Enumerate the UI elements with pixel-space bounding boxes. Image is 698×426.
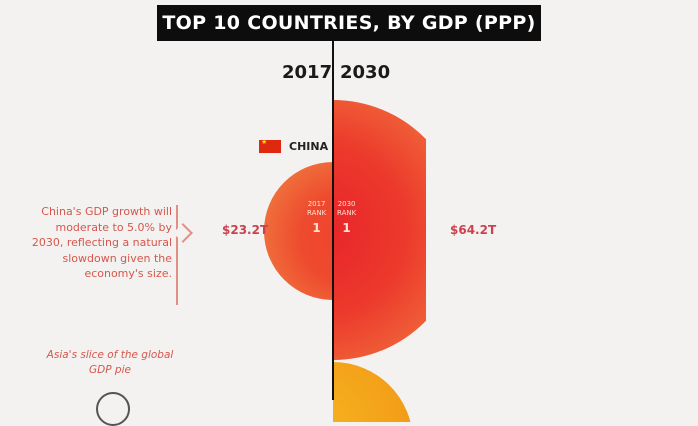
- year-2017-label: 2017: [282, 62, 333, 83]
- pie-icon: [96, 392, 130, 426]
- rank-2030-value: 1: [342, 221, 351, 235]
- gdp-2017-value: $23.2T: [222, 223, 269, 237]
- rank-2030: 2030 RANK 1: [337, 200, 357, 235]
- next-country-2030-half-circle: [333, 362, 413, 422]
- asia-caption: Asia's slice of the global GDP pie: [46, 349, 174, 376]
- rank-2017: 2017 RANK 1: [307, 200, 327, 235]
- china-flag-icon: [259, 138, 281, 153]
- chart-title-text: TOP 10 COUNTRIES, BY GDP (PPP): [162, 12, 536, 34]
- rank-2017-value: 1: [312, 221, 321, 235]
- china-2030-half-circle: [333, 100, 426, 360]
- chart-title: TOP 10 COUNTRIES, BY GDP (PPP): [157, 5, 541, 41]
- center-axis-line: [332, 41, 334, 400]
- country-name: CHINA: [289, 140, 329, 153]
- year-2030-label: 2030: [340, 62, 391, 83]
- growth-note: China's GDP growth will moderate to 5.0%…: [31, 205, 172, 280]
- china-2017-half-circle: [264, 162, 333, 300]
- bracket-line: [176, 205, 178, 305]
- gdp-2030-value: $64.2T: [450, 223, 497, 237]
- country-label: CHINA: [259, 138, 329, 153]
